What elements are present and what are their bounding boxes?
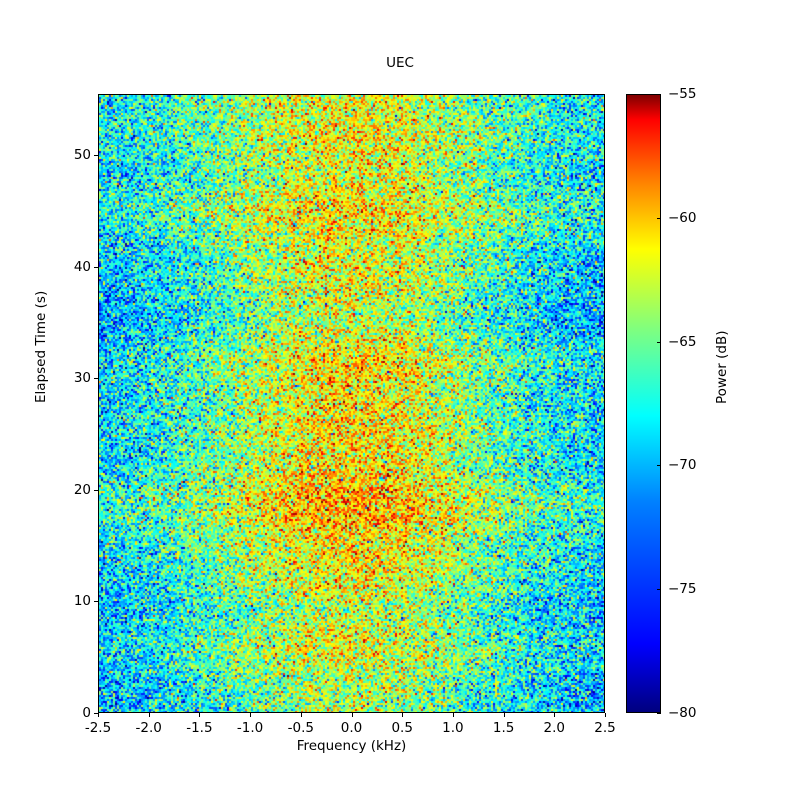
- colorbar-tick-mark: [657, 218, 661, 219]
- colorbar-tick-label: −80: [668, 705, 697, 721]
- title-line-station: UEC: [386, 55, 414, 72]
- y-tick-mark: [94, 267, 98, 268]
- y-tick-mark: [94, 490, 98, 491]
- colorbar-gradient: [627, 95, 660, 712]
- x-tick-label: -1.5: [186, 720, 213, 736]
- x-tick-mark: [149, 713, 150, 717]
- spectrogram-plot-area: [98, 94, 605, 713]
- y-tick-label: 50: [73, 147, 91, 164]
- x-tick-mark: [453, 713, 454, 717]
- x-tick-mark: [98, 713, 99, 717]
- colorbar-tick-mark: [657, 589, 661, 590]
- x-tick-label: -2.5: [84, 720, 112, 736]
- x-tick-label: -1.0: [236, 720, 264, 736]
- y-tick-mark: [94, 713, 98, 714]
- y-tick-label: 10: [73, 593, 91, 610]
- y-tick-mark: [94, 378, 98, 379]
- x-tick-label: 0.0: [340, 720, 363, 736]
- x-tick-mark: [352, 713, 353, 717]
- y-tick-mark: [94, 155, 98, 156]
- y-axis-label: Elapsed Time (s): [33, 290, 49, 403]
- colorbar-tick-label: −55: [668, 86, 697, 102]
- spectrogram-image: [99, 95, 604, 712]
- x-tick-mark: [199, 713, 200, 717]
- colorbar-tick-mark: [657, 342, 661, 343]
- x-tick-label: 0.5: [391, 720, 413, 736]
- x-tick-label: 2.5: [594, 720, 616, 736]
- colorbar-tick-mark: [657, 94, 661, 95]
- y-tick-label: 30: [73, 370, 91, 387]
- x-tick-mark: [250, 713, 251, 717]
- colorbar-tick-mark: [657, 465, 661, 466]
- x-tick-label: 2.0: [543, 720, 566, 736]
- colorbar-tick-label: −60: [668, 209, 697, 226]
- x-tick-mark: [605, 713, 606, 717]
- colorbar-tick-label: −65: [668, 333, 697, 350]
- x-tick-mark: [554, 713, 555, 717]
- x-tick-label: 1.0: [442, 720, 464, 736]
- y-tick-label: 40: [73, 258, 91, 275]
- colorbar: [626, 94, 661, 713]
- x-tick-label: 1.5: [492, 720, 515, 736]
- colorbar-tick-label: −70: [668, 457, 697, 474]
- x-tick-mark: [402, 713, 403, 717]
- colorbar-tick-mark: [657, 713, 661, 714]
- x-tick-label: -2.0: [135, 720, 162, 736]
- y-tick-label: 0: [82, 705, 91, 721]
- x-axis-label: Frequency (kHz): [296, 738, 407, 754]
- y-tick-mark: [94, 601, 98, 602]
- x-tick-mark: [504, 713, 505, 717]
- colorbar-label: Power (dB): [714, 330, 730, 404]
- y-tick-label: 20: [73, 481, 91, 498]
- x-tick-label: -0.5: [287, 720, 314, 736]
- x-tick-mark: [301, 713, 302, 717]
- colorbar-tick-label: −75: [668, 581, 697, 598]
